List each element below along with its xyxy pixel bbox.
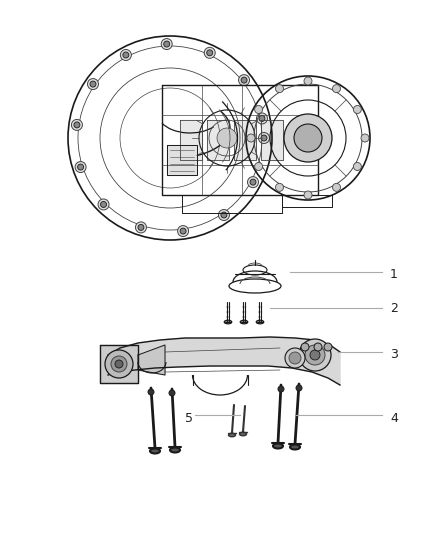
Circle shape xyxy=(74,122,80,128)
Circle shape xyxy=(247,134,255,142)
Circle shape xyxy=(278,386,284,392)
Ellipse shape xyxy=(256,320,264,324)
Circle shape xyxy=(247,176,258,188)
Circle shape xyxy=(276,183,283,191)
Text: 3: 3 xyxy=(390,349,398,361)
Polygon shape xyxy=(261,120,283,160)
Circle shape xyxy=(299,339,331,371)
Circle shape xyxy=(304,77,312,85)
Circle shape xyxy=(217,128,237,148)
Circle shape xyxy=(164,41,170,47)
Circle shape xyxy=(332,183,340,191)
Circle shape xyxy=(353,106,361,114)
Ellipse shape xyxy=(150,448,160,454)
Circle shape xyxy=(71,119,82,131)
Circle shape xyxy=(296,385,302,391)
Circle shape xyxy=(284,114,332,162)
Text: 1: 1 xyxy=(390,269,398,281)
Circle shape xyxy=(78,164,84,170)
Polygon shape xyxy=(234,120,256,160)
Circle shape xyxy=(221,212,227,218)
Circle shape xyxy=(105,350,133,378)
Circle shape xyxy=(250,179,256,185)
Circle shape xyxy=(305,345,325,365)
Circle shape xyxy=(101,201,106,207)
Circle shape xyxy=(204,47,215,58)
Circle shape xyxy=(207,50,213,56)
Circle shape xyxy=(138,224,144,230)
Circle shape xyxy=(161,38,172,50)
Circle shape xyxy=(304,191,312,199)
Circle shape xyxy=(90,81,96,87)
Circle shape xyxy=(285,348,305,368)
Polygon shape xyxy=(180,120,202,160)
Ellipse shape xyxy=(170,448,180,453)
Text: 2: 2 xyxy=(390,302,398,314)
Ellipse shape xyxy=(290,445,300,449)
Circle shape xyxy=(256,113,268,124)
Circle shape xyxy=(241,77,247,83)
Circle shape xyxy=(219,209,230,221)
Text: 4: 4 xyxy=(390,411,398,424)
Polygon shape xyxy=(167,145,197,175)
Circle shape xyxy=(148,389,154,395)
Circle shape xyxy=(332,85,340,93)
Circle shape xyxy=(120,50,131,61)
Circle shape xyxy=(88,78,99,90)
Circle shape xyxy=(123,52,129,58)
Circle shape xyxy=(353,163,361,171)
Ellipse shape xyxy=(229,433,236,437)
Ellipse shape xyxy=(240,432,247,436)
Circle shape xyxy=(324,343,332,351)
Circle shape xyxy=(254,106,263,114)
Circle shape xyxy=(115,360,123,368)
Circle shape xyxy=(361,134,369,142)
Circle shape xyxy=(75,161,86,173)
Circle shape xyxy=(111,356,127,372)
Circle shape xyxy=(289,352,301,364)
Circle shape xyxy=(177,225,189,237)
Circle shape xyxy=(135,222,146,233)
Circle shape xyxy=(261,135,267,141)
Circle shape xyxy=(294,124,322,152)
Circle shape xyxy=(276,85,283,93)
Circle shape xyxy=(98,199,109,210)
Text: 5: 5 xyxy=(185,411,193,424)
Circle shape xyxy=(258,133,269,143)
Circle shape xyxy=(239,75,250,86)
Polygon shape xyxy=(100,345,138,383)
Circle shape xyxy=(314,343,322,351)
Circle shape xyxy=(301,343,309,351)
Circle shape xyxy=(254,163,263,171)
Polygon shape xyxy=(138,345,165,375)
Circle shape xyxy=(169,390,175,396)
Polygon shape xyxy=(108,337,340,385)
Ellipse shape xyxy=(273,443,283,448)
Ellipse shape xyxy=(240,320,248,324)
Circle shape xyxy=(259,116,265,122)
Circle shape xyxy=(310,350,320,360)
Ellipse shape xyxy=(224,320,232,324)
Circle shape xyxy=(180,228,186,234)
Polygon shape xyxy=(207,120,229,160)
